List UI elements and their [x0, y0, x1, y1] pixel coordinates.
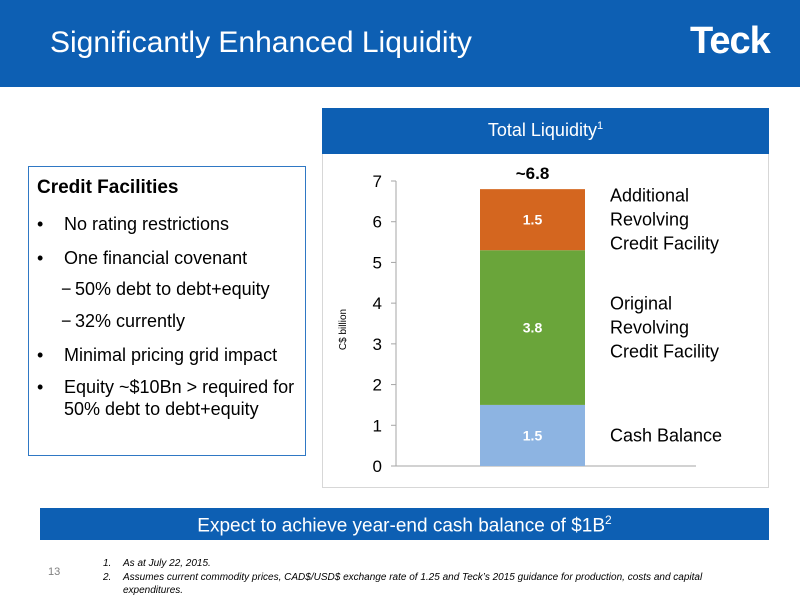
bullet-symbol: • [37, 345, 44, 365]
series-label: Cash Balance [610, 425, 722, 445]
series-label: Credit Facility [610, 342, 719, 362]
footnote-number: 2. [103, 572, 112, 583]
bullet-text: Equity ~$10Bn > required for 50% debt to… [64, 377, 295, 419]
dash-symbol: − [61, 311, 72, 331]
footnote-text: As at July 22, 2015. [123, 558, 211, 569]
bottom-banner-text: Expect to achieve year-end cash balance … [40, 513, 769, 537]
data-label: 1.5 [523, 212, 543, 228]
chart-title-text: Total Liquidity [487, 120, 597, 140]
sub-bullet-text: 50% debt to debt+equity [75, 279, 270, 299]
bottom-banner: Expect to achieve year-end cash balance … [40, 508, 769, 540]
bullet-symbol: • [37, 248, 44, 268]
y-tick-label: 6 [373, 213, 382, 232]
footnote-number: 1. [103, 558, 112, 569]
bar-segment [480, 250, 585, 405]
y-tick-label: 5 [373, 253, 382, 272]
bullet-text: No rating restrictions [64, 214, 230, 234]
bar-segment [480, 404, 585, 466]
bottom-banner-message: Expect to achieve year-end cash balance … [197, 515, 605, 537]
header-bar: Significantly Enhanced Liquidity Teck [0, 0, 800, 87]
page-number: 13 [48, 566, 61, 578]
total-liquidity-chart: 0 1 2 3 4 5 6 7 C$ billion 1.5 Cash Balance 3.8 Orig… [338, 164, 722, 476]
chart-title-banner: Total Liquidity1 [322, 108, 769, 154]
credit-facilities-box: Credit Facilities • No rating restrictio… [28, 166, 306, 456]
teck-logo: Teck [690, 20, 771, 62]
y-tick-label: 7 [373, 172, 382, 191]
total-label: ~6.8 [516, 164, 550, 183]
series-label: Revolving [610, 210, 689, 230]
page-title: Significantly Enhanced Liquidity [50, 26, 472, 59]
dash-symbol: − [61, 279, 72, 299]
y-axis-title: C$ billion [338, 309, 349, 350]
credit-facilities-title: Credit Facilities [37, 177, 179, 198]
footnote-marker: 2 [605, 513, 612, 527]
bullet-text: Minimal pricing grid impact [64, 345, 278, 365]
chart-title: Total Liquidity1 [322, 120, 769, 141]
bullet-symbol: • [37, 214, 44, 234]
series-label: Additional [610, 186, 689, 206]
series-label: Credit Facility [610, 234, 719, 254]
footnote-text: Assumes current commodity prices, CAD$/U… [123, 572, 703, 596]
sub-bullet-text: 32% currently [75, 311, 186, 331]
bar-segment [480, 189, 585, 251]
y-tick-label: 0 [373, 457, 382, 476]
y-tick-label: 3 [373, 335, 382, 354]
series-label: Original [610, 294, 672, 314]
y-tick-label: 4 [373, 294, 382, 313]
y-tick-label: 1 [373, 416, 382, 435]
bullet-symbol: • [37, 377, 44, 397]
series-label: Revolving [610, 318, 689, 338]
bullet-text: One financial covenant [64, 248, 248, 268]
data-label: 3.8 [523, 320, 543, 336]
y-tick-label: 2 [373, 376, 382, 395]
footnote-marker: 1 [596, 120, 604, 132]
data-label: 1.5 [523, 427, 543, 443]
